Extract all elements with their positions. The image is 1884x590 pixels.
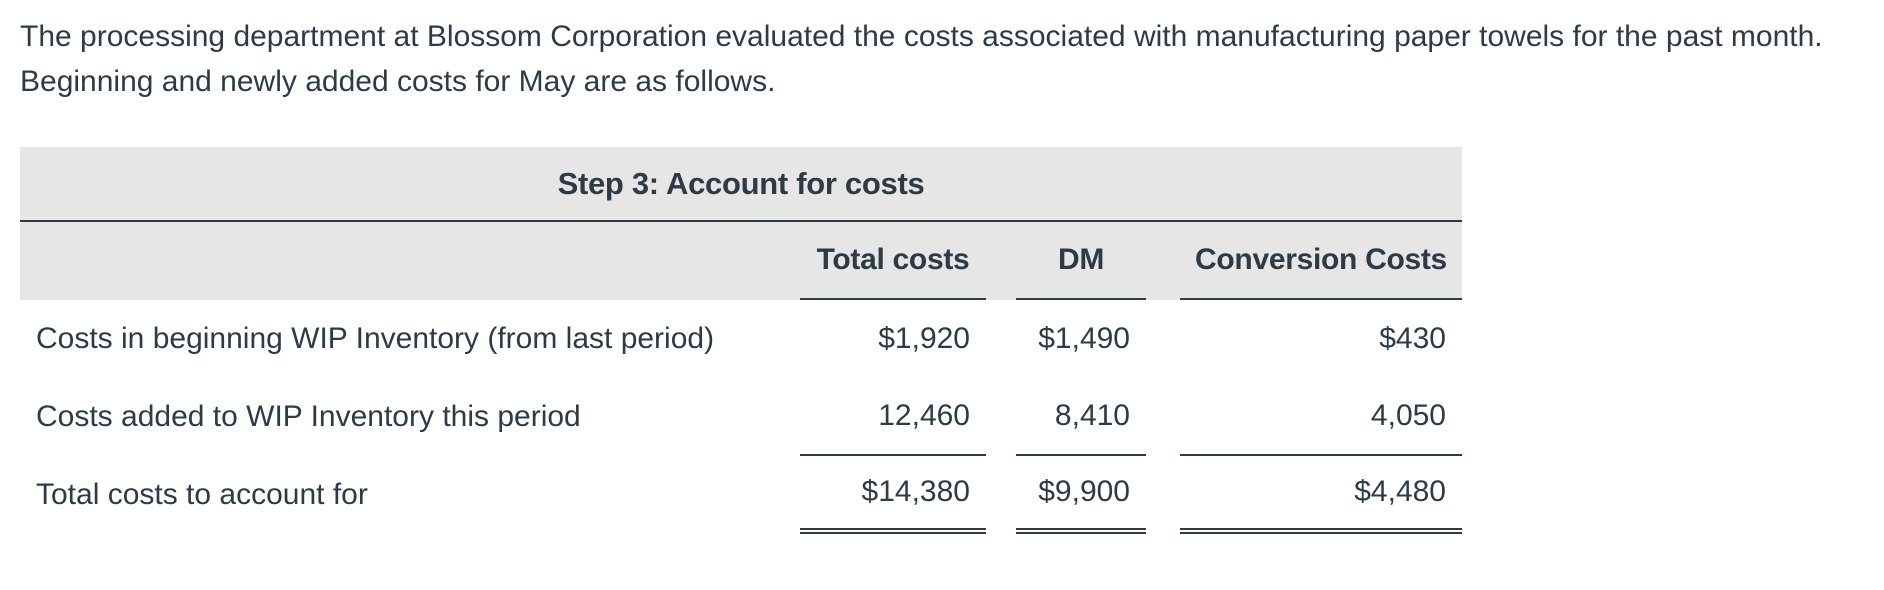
- table-title: Step 3: Account for costs: [20, 147, 1462, 222]
- column-header-total-costs: Total costs: [800, 222, 986, 300]
- intro-paragraph: The processing department at Blossom Cor…: [20, 20, 1823, 98]
- cell-total-dm: $9,900: [1016, 456, 1146, 534]
- cell-added-cc: 4,050: [1180, 378, 1462, 456]
- cell-beginning-cc: $430: [1379, 322, 1446, 355]
- cell-total-cc: $4,480: [1180, 456, 1462, 534]
- table-row: Costs in beginning WIP Inventory (from l…: [20, 300, 1462, 378]
- table-row: Total costs to account for $14,380 $9,90…: [20, 456, 1462, 534]
- row-label-total-costs: Total costs to account for: [36, 478, 368, 511]
- table-header-row: Total costs DM Conversion Costs: [20, 222, 1462, 300]
- row-label-costs-added: Costs added to WIP Inventory this period: [36, 400, 581, 433]
- cell-beginning-total: $1,920: [878, 322, 970, 355]
- column-header-dm: DM: [1016, 222, 1146, 300]
- cell-total-total: $14,380: [800, 456, 986, 534]
- column-header-conversion-costs: Conversion Costs: [1180, 222, 1462, 300]
- cell-beginning-dm: $1,490: [1038, 322, 1130, 355]
- table-row: Costs added to WIP Inventory this period…: [20, 378, 1462, 456]
- row-label-beginning-wip: Costs in beginning WIP Inventory (from l…: [36, 322, 715, 355]
- cost-table: Step 3: Account for costs Total costs DM…: [20, 147, 1462, 534]
- cell-added-dm: 8,410: [1016, 378, 1146, 456]
- cell-added-total: 12,460: [800, 378, 986, 456]
